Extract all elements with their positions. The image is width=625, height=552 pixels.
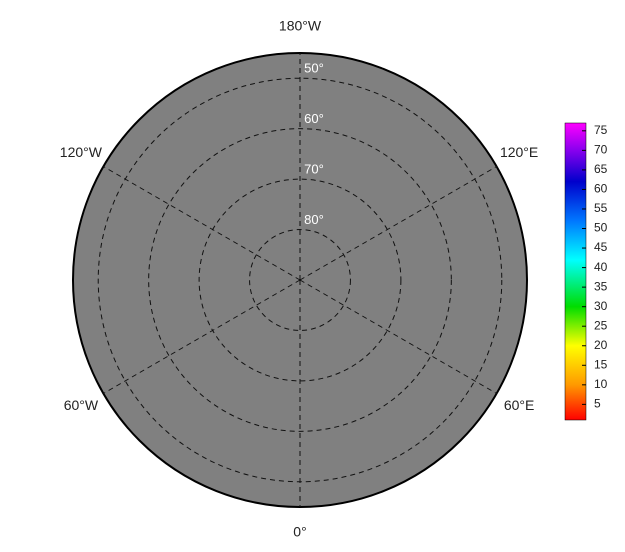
latitude-circle [198,178,402,382]
longitude-line [103,166,301,281]
longitude-label: 120°W [60,144,103,160]
longitude-line [299,166,497,281]
colorbar-tick-label: 70 [594,143,608,157]
latitude-label: 60° [304,111,324,126]
colorbar-tick-label: 30 [594,299,608,313]
colorbar-tick-label: 20 [594,338,608,352]
colorbar-tick-label: 5 [594,397,601,411]
longitude-label: 60°E [504,397,535,413]
longitude-label: 120°E [500,144,538,160]
colorbar-tick-label: 60 [594,182,608,196]
longitude-label: 60°W [64,397,99,413]
colorbar-tick-label: 65 [594,162,608,176]
latitude-label: 50° [304,61,324,76]
colorbar-tick-label: 35 [594,279,608,293]
colorbar-tick-label: 50 [594,221,608,235]
longitude-line [299,279,497,394]
colorbar-tick-label: 40 [594,260,608,274]
latitude-circle [148,128,452,432]
colorbar-tick-label: 55 [594,201,608,215]
longitude-label: 0° [293,524,306,540]
latitude-circle [249,229,351,331]
colorbar-tick-label: 45 [594,240,608,254]
latitude-label: 80° [304,212,324,227]
colorbar-tick-label: 10 [594,377,608,391]
colorbar-tick-label: 25 [594,318,608,332]
colorbar-tick-label: 75 [594,123,608,137]
longitude-label: 180°W [279,18,322,34]
colorbar-tick-label: 15 [594,357,608,371]
colorbar [564,122,587,421]
longitude-line [103,279,301,394]
latitude-label: 70° [304,162,324,177]
